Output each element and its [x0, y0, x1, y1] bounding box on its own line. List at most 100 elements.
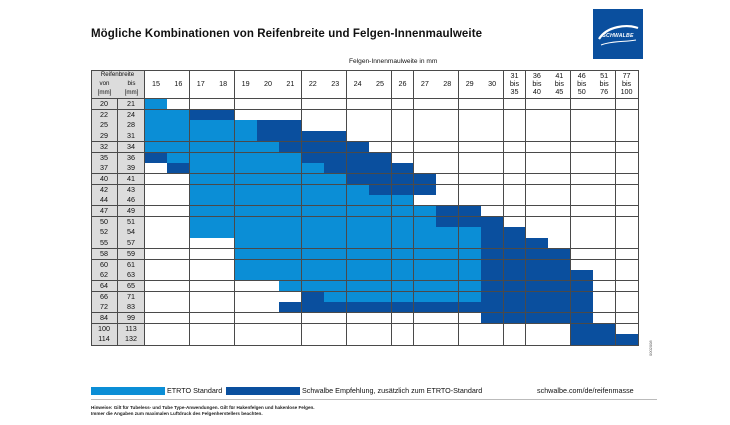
table-cell: [548, 120, 572, 132]
table-cell: [234, 334, 258, 346]
table-cell: [167, 184, 191, 196]
table-cell: [212, 173, 236, 186]
table-cell: [324, 99, 348, 111]
row-to-6: 39: [118, 163, 145, 175]
table-cell: [481, 109, 505, 121]
row-from-9: 44: [91, 195, 118, 207]
table-cell: [189, 270, 213, 282]
table-cell: [458, 302, 482, 314]
row-from-20: 84: [91, 313, 118, 325]
table-cell: [257, 323, 280, 335]
table-cell: [167, 313, 191, 325]
table-cell: [458, 280, 482, 293]
column-header-7: 22: [301, 70, 325, 99]
table-cell: [189, 238, 213, 250]
table-cell: [234, 227, 258, 239]
table-cell: [257, 195, 280, 207]
reference-url[interactable]: schwalbe.com/de/reifenmasse: [537, 386, 634, 395]
table-cell: [481, 99, 505, 111]
table-cell: [257, 173, 280, 186]
table-cell: [167, 227, 191, 239]
row-to-2: 28: [118, 120, 145, 132]
table-cell: [212, 270, 236, 282]
row-to-7: 41: [118, 173, 145, 186]
table-cell: [234, 206, 258, 218]
table-cell: [391, 99, 415, 111]
table-cell: [413, 109, 437, 121]
table-cell: [525, 302, 549, 314]
table-cell: [369, 141, 392, 153]
table-cell: [279, 291, 303, 303]
table-cell: [570, 313, 594, 325]
table-cell: [413, 280, 437, 293]
table-cell: [436, 184, 460, 196]
table-cell: [481, 323, 505, 335]
table-cell: [615, 280, 639, 293]
table-cell: [212, 163, 236, 175]
table-cell: [503, 248, 527, 260]
table-cell: [548, 334, 572, 346]
table-cell: [548, 173, 572, 186]
table-cell: [570, 141, 594, 153]
table-cell: [212, 323, 236, 335]
table-cell: [503, 195, 527, 207]
table-cell: [257, 259, 280, 271]
table-cell: [436, 238, 460, 250]
table-cell: [324, 184, 348, 196]
table-cell: [413, 259, 437, 271]
table-cell: [570, 280, 594, 293]
table-cell: [570, 248, 594, 260]
table-cell: [145, 99, 168, 111]
table-cell: [503, 313, 527, 325]
table-cell: [301, 184, 325, 196]
table-cell: [615, 248, 639, 260]
table-cell: [167, 302, 191, 314]
table-cell: [167, 173, 191, 186]
table-cell: [525, 195, 549, 207]
table-cell: [615, 120, 639, 132]
table-cell: [189, 291, 213, 303]
table-cell: [458, 109, 482, 121]
table-cell: [212, 216, 236, 228]
table-cell: [167, 131, 191, 143]
table-cell: [615, 302, 639, 314]
table-cell: [391, 259, 415, 271]
table-cell: [301, 227, 325, 239]
table-cell: [481, 291, 505, 303]
table-cell: [481, 302, 505, 314]
table-cell: [279, 227, 303, 239]
column-header-20: 51 bis 76: [593, 70, 617, 99]
table-cell: [212, 131, 236, 143]
table-cell: [234, 173, 258, 186]
table-cell: [257, 302, 280, 314]
table-cell: [324, 173, 348, 186]
page-title: Mögliche Kombinationen von Reifenbreite …: [91, 28, 483, 40]
table-cell: [257, 291, 280, 303]
table-cell: [234, 141, 258, 153]
table-cell: [301, 334, 325, 346]
table-cell: [413, 313, 437, 325]
table-cell: [436, 270, 460, 282]
table-cell: [503, 206, 527, 218]
table-cell: [257, 120, 280, 132]
table-cell: [189, 302, 213, 314]
column-header-14: 29: [458, 70, 482, 99]
table-cell: [391, 238, 415, 250]
table-cell: [593, 302, 617, 314]
table-cell: [257, 248, 280, 260]
table-cell: [525, 152, 549, 164]
table-cell: [212, 302, 236, 314]
table-cell: [615, 99, 639, 111]
table-cell: [346, 152, 370, 164]
table-cell: [189, 280, 213, 293]
table-cell: [525, 323, 549, 335]
table-cell: [257, 238, 280, 250]
row-from-0: 20: [91, 99, 118, 111]
table-cell: [369, 313, 392, 325]
table-cell: [436, 152, 460, 164]
table-cell: [212, 99, 236, 111]
table-cell: [234, 184, 258, 196]
table-cell: [145, 334, 168, 346]
table-cell: [413, 173, 437, 186]
table-cell: [481, 152, 505, 164]
